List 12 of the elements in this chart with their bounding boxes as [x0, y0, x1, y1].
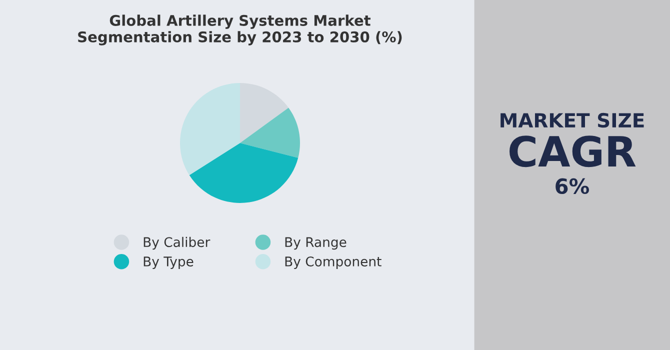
text: CAGR: [510, 136, 636, 168]
legend-label: By Type: [144, 256, 194, 270]
legend-label: By Range: [285, 237, 346, 250]
pie-slice: [180, 83, 240, 176]
chart-title: Global Artillery Systems Market Segmentation Size by 2023 to 2030 (%): [78, 14, 402, 46]
text: 6%: [556, 178, 590, 194]
legend-label: By Caliber: [144, 236, 210, 250]
legend-label: By Component: [285, 256, 382, 270]
pie-slice: [240, 108, 300, 158]
pie-slice: [240, 83, 289, 143]
pie-slice: [189, 143, 298, 203]
text: MARKET SIZE: [500, 112, 644, 128]
